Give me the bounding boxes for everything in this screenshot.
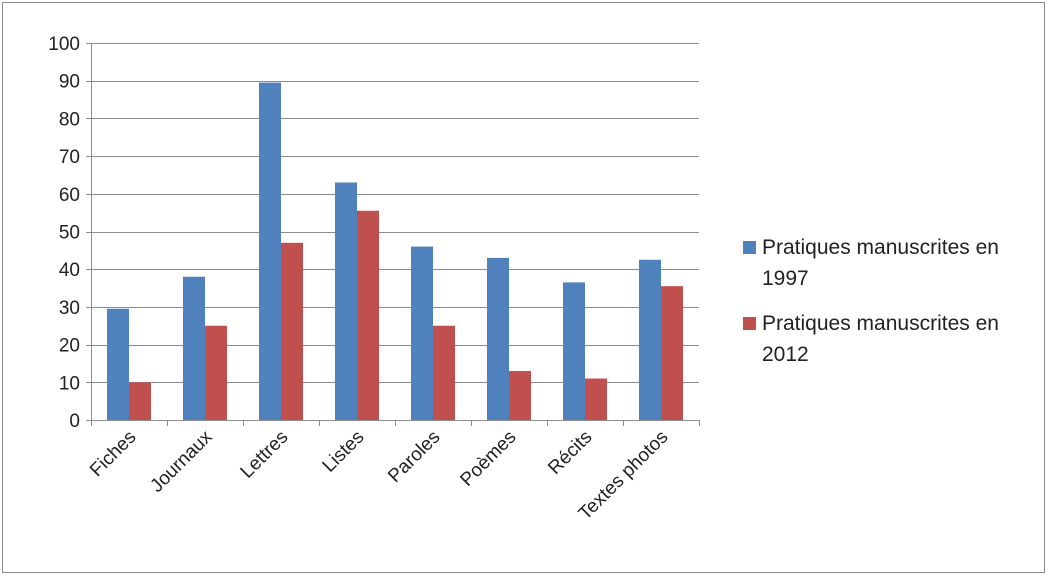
bar-r-cits-series-1: [563, 282, 585, 420]
axes: [86, 43, 700, 426]
bar-po-mes-series-1: [487, 257, 509, 420]
bar-listes-series-2: [357, 210, 379, 420]
x-tick-label-r-cits: Récits: [544, 427, 596, 479]
bar-journaux-series-2: [205, 325, 227, 420]
bar-listes-series-1: [335, 182, 357, 420]
x-tick-label-journaux: Journaux: [146, 426, 216, 496]
bar-lettres-series-1: [259, 82, 281, 421]
x-tick-labels: Fiches Journaux Lettres Listes Paroles Poèmes…: [86, 426, 672, 524]
y-tick-label-10: 10: [59, 373, 80, 394]
bar-r-cits-series-2: [585, 378, 607, 420]
y-tick-label-0: 0: [69, 411, 80, 432]
x-tick-label-listes: Listes: [319, 427, 369, 477]
bar-journaux-series-1: [183, 276, 205, 420]
bars: [107, 82, 683, 421]
legend-swatch-1997: [743, 241, 756, 254]
y-tick-label-20: 20: [59, 336, 80, 357]
x-tick-label-po-mes: Poèmes: [456, 427, 520, 491]
y-tick-label-60: 60: [59, 185, 80, 206]
y-tick-label-70: 70: [59, 147, 80, 168]
gridlines: [91, 43, 699, 383]
legend-swatch-2012: [743, 317, 756, 330]
y-tick-label-40: 40: [59, 260, 80, 281]
bar-textes-photos-series-2: [661, 286, 683, 420]
y-tick-label-80: 80: [59, 109, 80, 130]
legend-item-2012: Pratiques manuscrites en 2012: [743, 308, 1043, 370]
x-tick-label-paroles: Paroles: [384, 427, 444, 487]
legend-label-2012: Pratiques manuscrites en 2012: [762, 312, 999, 366]
y-tick-label-30: 30: [59, 298, 80, 319]
bar-paroles-series-1: [411, 246, 433, 420]
bar-paroles-series-2: [433, 325, 455, 420]
y-tick-labels: 0 10 20 30 40 50 60 70 80 90 100: [48, 34, 80, 432]
bar-fiches-series-1: [107, 308, 129, 420]
x-tick-label-fiches: Fiches: [86, 427, 140, 481]
legend: Pratiques manuscrites en 1997 Pratiques …: [743, 232, 1043, 384]
y-tick-label-100: 100: [48, 34, 80, 55]
bar-textes-photos-series-1: [639, 259, 661, 420]
y-tick-label-50: 50: [59, 223, 80, 244]
bar-lettres-series-2: [281, 242, 303, 420]
legend-label-1997: Pratiques manuscrites en 1997: [762, 236, 999, 290]
legend-item-1997: Pratiques manuscrites en 1997: [743, 232, 1043, 294]
bar-po-mes-series-2: [509, 370, 531, 420]
bar-fiches-series-2: [129, 382, 151, 420]
x-tick-label-lettres: Lettres: [237, 427, 293, 483]
y-tick-label-90: 90: [59, 72, 80, 93]
